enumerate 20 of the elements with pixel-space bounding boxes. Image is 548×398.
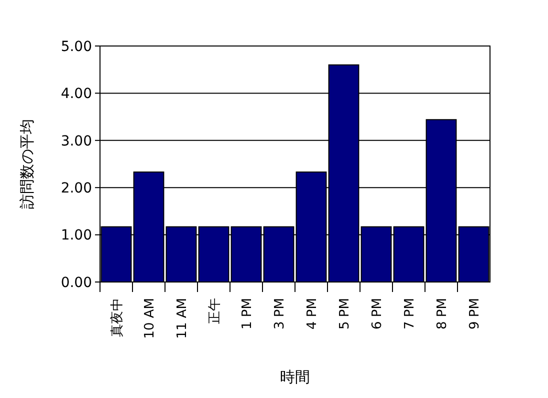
x-tick-label: 1 PM: [240, 298, 255, 330]
x-tick-label: 7 PM: [402, 298, 418, 330]
x-tick-label: 3 PM: [272, 298, 288, 330]
x-tick-label: 8 PM: [434, 298, 450, 330]
y-tick-label: 5.00: [60, 38, 92, 55]
y-tick-label: 4.00: [60, 86, 92, 102]
x-tick-label: 11 AM: [174, 298, 190, 339]
x-tick-label: 9 PM: [467, 298, 482, 330]
x-tick-label: 6 PM: [370, 298, 385, 330]
x-tick-label: 真夜中: [108, 298, 125, 337]
x-axis-title: 時間: [280, 368, 310, 386]
y-tick-label: 2.00: [60, 180, 92, 196]
y-tick-label: 3.00: [60, 133, 92, 150]
x-tick-label: 5 PM: [337, 298, 352, 330]
x-tick-label: 4 PM: [304, 298, 320, 330]
y-tick-label: 1.00: [60, 228, 92, 244]
x-tick-label: 正午: [207, 298, 222, 324]
x-tick-label: 10 AM: [142, 298, 158, 339]
y-axis-title: 訪問数の平均: [18, 119, 36, 209]
y-tick-label: 0.00: [60, 274, 92, 291]
